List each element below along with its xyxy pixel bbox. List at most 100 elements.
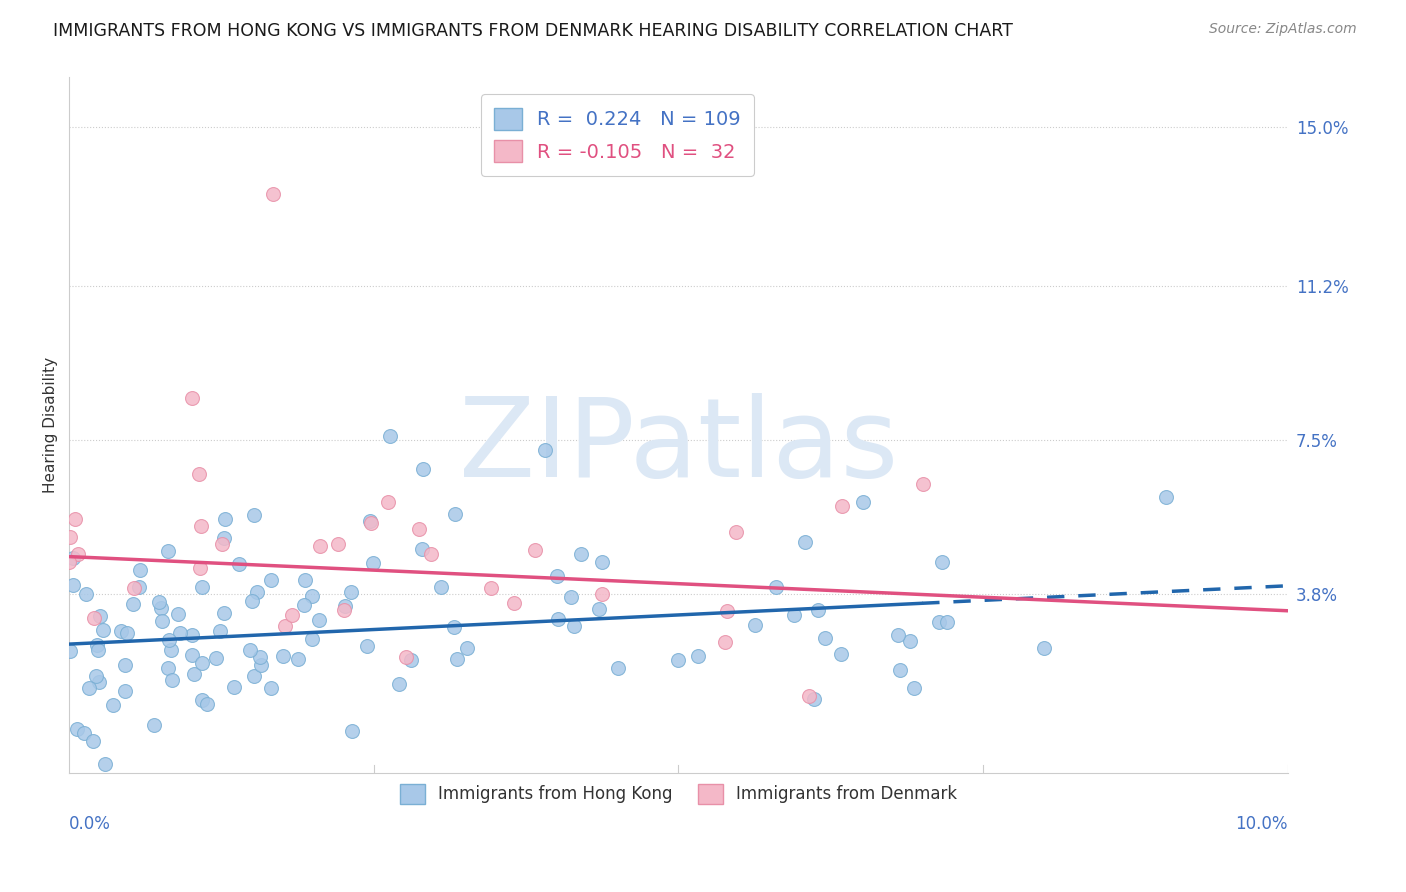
Point (898, 633, 921, 648)
Point (292, 599, 315, 613)
Point (524, 542, 547, 557)
Point (546, 569, 568, 583)
Point (294, 573, 316, 587)
Point (889, 663, 911, 677)
Point (150, 601, 173, 615)
Point (228, 558, 250, 572)
Point (128, 580, 150, 594)
Point (686, 649, 709, 664)
Point (82, 733, 104, 747)
Point (333, 602, 356, 616)
Point (408, 522, 430, 536)
Point (308, 613, 330, 627)
Point (181, 648, 204, 662)
Point (301, 632, 323, 646)
Point (224, 680, 246, 694)
Point (249, 649, 271, 664)
Point (560, 590, 582, 604)
Point (142, 718, 165, 732)
Point (481, 581, 503, 595)
Point (852, 495, 875, 509)
Point (591, 555, 613, 569)
Point (75, 587, 97, 601)
Y-axis label: Hearing Disability: Hearing Disability (44, 358, 58, 493)
Point (110, 624, 132, 639)
Text: 0.0%: 0.0% (69, 815, 111, 833)
Point (122, 581, 145, 595)
Point (188, 561, 211, 575)
Point (1154, 490, 1177, 504)
Point (239, 643, 262, 657)
Point (91, 624, 114, 638)
Point (430, 580, 453, 594)
Point (377, 495, 399, 509)
Point (190, 693, 212, 707)
Point (562, 619, 585, 633)
Point (208, 624, 231, 638)
Point (167, 607, 190, 621)
Point (606, 660, 628, 674)
Point (242, 594, 264, 608)
Point (58, 555, 80, 569)
Point (148, 595, 170, 609)
Point (62, 577, 84, 591)
Point (66, 547, 89, 561)
Point (114, 658, 136, 673)
Point (195, 697, 218, 711)
Point (361, 557, 384, 571)
Point (87, 643, 110, 657)
Point (83, 610, 105, 624)
Point (356, 640, 378, 654)
Point (180, 628, 202, 642)
Point (911, 477, 934, 491)
Point (66, 722, 89, 736)
Point (803, 692, 825, 706)
Point (212, 531, 235, 545)
Point (156, 544, 179, 558)
Point (180, 391, 202, 405)
Point (73, 725, 96, 739)
Point (395, 649, 418, 664)
Point (309, 539, 332, 553)
Point (799, 690, 821, 704)
Point (77, 681, 100, 695)
Point (301, 589, 323, 603)
Point (243, 508, 266, 522)
Point (412, 462, 434, 476)
Point (928, 615, 950, 630)
Point (190, 519, 212, 533)
Point (716, 604, 738, 618)
Point (157, 633, 180, 648)
Point (444, 507, 467, 521)
Point (814, 631, 837, 645)
Legend: Immigrants from Hong Kong, Immigrants from Denmark: Immigrants from Hong Kong, Immigrants fr… (394, 778, 963, 810)
Point (591, 587, 613, 601)
Point (794, 535, 817, 549)
Point (191, 580, 214, 594)
Point (388, 676, 411, 690)
Point (157, 661, 180, 675)
Point (87, 675, 110, 690)
Point (89, 608, 111, 623)
Point (169, 626, 191, 640)
Point (411, 542, 433, 557)
Point (903, 681, 925, 696)
Point (807, 603, 830, 617)
Point (273, 649, 295, 664)
Point (243, 669, 266, 683)
Point (260, 573, 283, 587)
Point (121, 597, 143, 611)
Point (401, 653, 423, 667)
Text: 10.0%: 10.0% (1236, 815, 1288, 833)
Point (287, 652, 309, 666)
Text: ZIPatlas: ZIPatlas (458, 392, 898, 500)
Point (59, 644, 82, 658)
Point (887, 628, 910, 642)
Text: IMMIGRANTS FROM HONG KONG VS IMMIGRANTS FROM DENMARK HEARING DISABILITY CORRELAT: IMMIGRANTS FROM HONG KONG VS IMMIGRANTS … (53, 22, 1014, 40)
Point (378, 429, 401, 443)
Point (569, 547, 592, 561)
Point (326, 537, 349, 551)
Point (547, 612, 569, 626)
Point (187, 467, 209, 482)
Point (744, 617, 766, 632)
